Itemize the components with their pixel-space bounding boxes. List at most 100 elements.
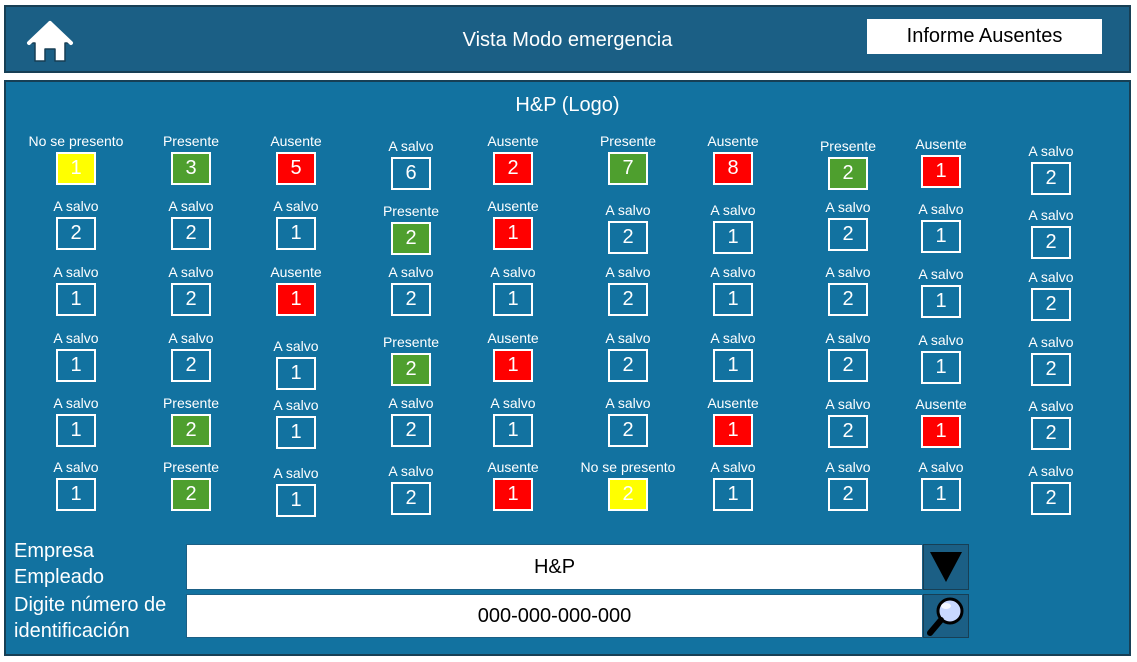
cell-count-box[interactable]: 1: [56, 283, 96, 316]
cell-status-label: A salvo: [53, 330, 99, 346]
cell-count-box[interactable]: 2: [171, 349, 211, 382]
cell-count-box[interactable]: 1: [921, 220, 961, 253]
company-label-line2: Empleado: [14, 566, 105, 588]
cell-count-box[interactable]: 2: [171, 478, 211, 511]
cell-count-box[interactable]: 1: [276, 484, 316, 517]
cell-count-box[interactable]: 2: [171, 217, 211, 250]
cell-count-box[interactable]: 1: [56, 152, 96, 185]
cell-count-box[interactable]: 2: [56, 217, 96, 250]
cell-count-box[interactable]: 2: [608, 221, 648, 254]
cell-count-box[interactable]: 2: [828, 283, 868, 316]
company-select[interactable]: H&P: [186, 544, 923, 590]
company-dropdown-button[interactable]: [923, 544, 969, 590]
cell-count-box[interactable]: 1: [713, 349, 753, 382]
cell-status-label: Presente: [162, 459, 220, 475]
cell-status-label: Ausente: [707, 133, 759, 149]
cell-count-box[interactable]: 2: [391, 482, 431, 515]
id-label: Digite número de identificación: [14, 592, 166, 644]
home-button[interactable]: [26, 19, 74, 63]
cell-count-box[interactable]: 1: [493, 414, 533, 447]
cell-count-box[interactable]: 2: [391, 222, 431, 255]
cell-count-box[interactable]: 1: [713, 283, 753, 316]
cell-count-box[interactable]: 2: [1031, 288, 1071, 321]
cell-count-box[interactable]: 5: [276, 152, 316, 185]
cell-count-box[interactable]: 1: [493, 349, 533, 382]
cell-count-box[interactable]: 2: [171, 414, 211, 447]
cell-count-box[interactable]: 2: [1031, 482, 1071, 515]
cell-count-box[interactable]: 2: [391, 283, 431, 316]
cell-count-box[interactable]: 1: [921, 155, 961, 188]
cell-status-label: A salvo: [918, 266, 964, 282]
cell-count-box[interactable]: 1: [276, 217, 316, 250]
cell-count-box[interactable]: 2: [608, 349, 648, 382]
cell-count-box[interactable]: 2: [391, 414, 431, 447]
cell-status-label: Ausente: [487, 198, 539, 214]
search-button[interactable]: [923, 594, 969, 638]
cell-status-label: A salvo: [825, 199, 871, 215]
cell-count-box[interactable]: 2: [1031, 162, 1071, 195]
cell-status-label: A salvo: [53, 198, 99, 214]
cell-count-box[interactable]: 1: [276, 357, 316, 390]
cell-count-box[interactable]: 1: [493, 217, 533, 250]
cell-status-label: A salvo: [825, 459, 871, 475]
page-title: Vista Modo emergencia: [462, 29, 673, 51]
cell-status-label: A salvo: [918, 459, 964, 475]
emergency-panel: H&P (Logo) No se presento 1 A salvo 2 A salv…: [4, 80, 1131, 656]
cell-count-box[interactable]: 1: [921, 415, 961, 448]
cell-count-box[interactable]: 1: [56, 349, 96, 382]
cell-count-box[interactable]: 8: [713, 152, 753, 185]
cell-count-box[interactable]: 2: [828, 478, 868, 511]
cell-count-box[interactable]: 1: [713, 478, 753, 511]
cell-count-box[interactable]: 2: [1031, 353, 1071, 386]
cell-count-box[interactable]: 1: [921, 478, 961, 511]
cell-status-label: A salvo: [825, 330, 871, 346]
cell-status-label: A salvo: [605, 395, 651, 411]
cell-count-box[interactable]: 1: [921, 285, 961, 318]
cell-status-label: A salvo: [1028, 269, 1074, 285]
cell-count-box[interactable]: 1: [276, 416, 316, 449]
cell-status-label: A salvo: [273, 465, 319, 481]
cell-count-box[interactable]: 2: [493, 152, 533, 185]
cell-status-label: Ausente: [915, 396, 967, 412]
cell-count-box[interactable]: 3: [171, 152, 211, 185]
cell-count-box[interactable]: 1: [56, 414, 96, 447]
cell-count-box[interactable]: 1: [56, 478, 96, 511]
cell-count-box[interactable]: 2: [828, 349, 868, 382]
cell-count-box[interactable]: 2: [608, 283, 648, 316]
cell-count-box[interactable]: 1: [713, 414, 753, 447]
cell-status-label: A salvo: [53, 264, 99, 280]
cell-status-label: A salvo: [605, 202, 651, 218]
cell-count-box[interactable]: 1: [276, 283, 316, 316]
cell-status-label: Presente: [819, 138, 877, 154]
cell-status-label: Presente: [162, 133, 220, 149]
cell-status-label: No se presento: [580, 459, 676, 475]
id-number-input-wrap[interactable]: [186, 594, 923, 638]
cell-status-label: Presente: [162, 395, 220, 411]
cell-status-label: A salvo: [710, 202, 756, 218]
company-label-line1: Empresa: [14, 540, 95, 562]
cell-count-box[interactable]: 2: [608, 414, 648, 447]
cell-count-box[interactable]: 2: [171, 283, 211, 316]
cell-count-box[interactable]: 2: [391, 353, 431, 386]
cell-count-box[interactable]: 6: [391, 157, 431, 190]
cell-count-box[interactable]: 1: [493, 283, 533, 316]
cell-count-box[interactable]: 7: [608, 152, 648, 185]
company-select-value: H&P: [533, 555, 576, 578]
cell-count-box[interactable]: 2: [1031, 417, 1071, 450]
id-label-line1: Digite número de: [14, 594, 167, 616]
id-number-input[interactable]: [187, 595, 922, 637]
cell-status-label: A salvo: [273, 397, 319, 413]
cell-status-label: Ausente: [487, 459, 539, 475]
cell-count-box[interactable]: 2: [608, 478, 648, 511]
cell-count-box[interactable]: 1: [493, 478, 533, 511]
cell-count-box[interactable]: 2: [828, 415, 868, 448]
cell-count-box[interactable]: 2: [1031, 226, 1071, 259]
cell-status-label: A salvo: [490, 395, 536, 411]
cell-count-box[interactable]: 2: [828, 218, 868, 251]
cell-status-label: A salvo: [490, 264, 536, 280]
absent-report-button[interactable]: Informe Ausentes: [866, 18, 1103, 55]
cell-count-box[interactable]: 1: [921, 351, 961, 384]
home-icon: [27, 21, 73, 62]
cell-count-box[interactable]: 2: [828, 157, 868, 190]
cell-count-box[interactable]: 1: [713, 221, 753, 254]
